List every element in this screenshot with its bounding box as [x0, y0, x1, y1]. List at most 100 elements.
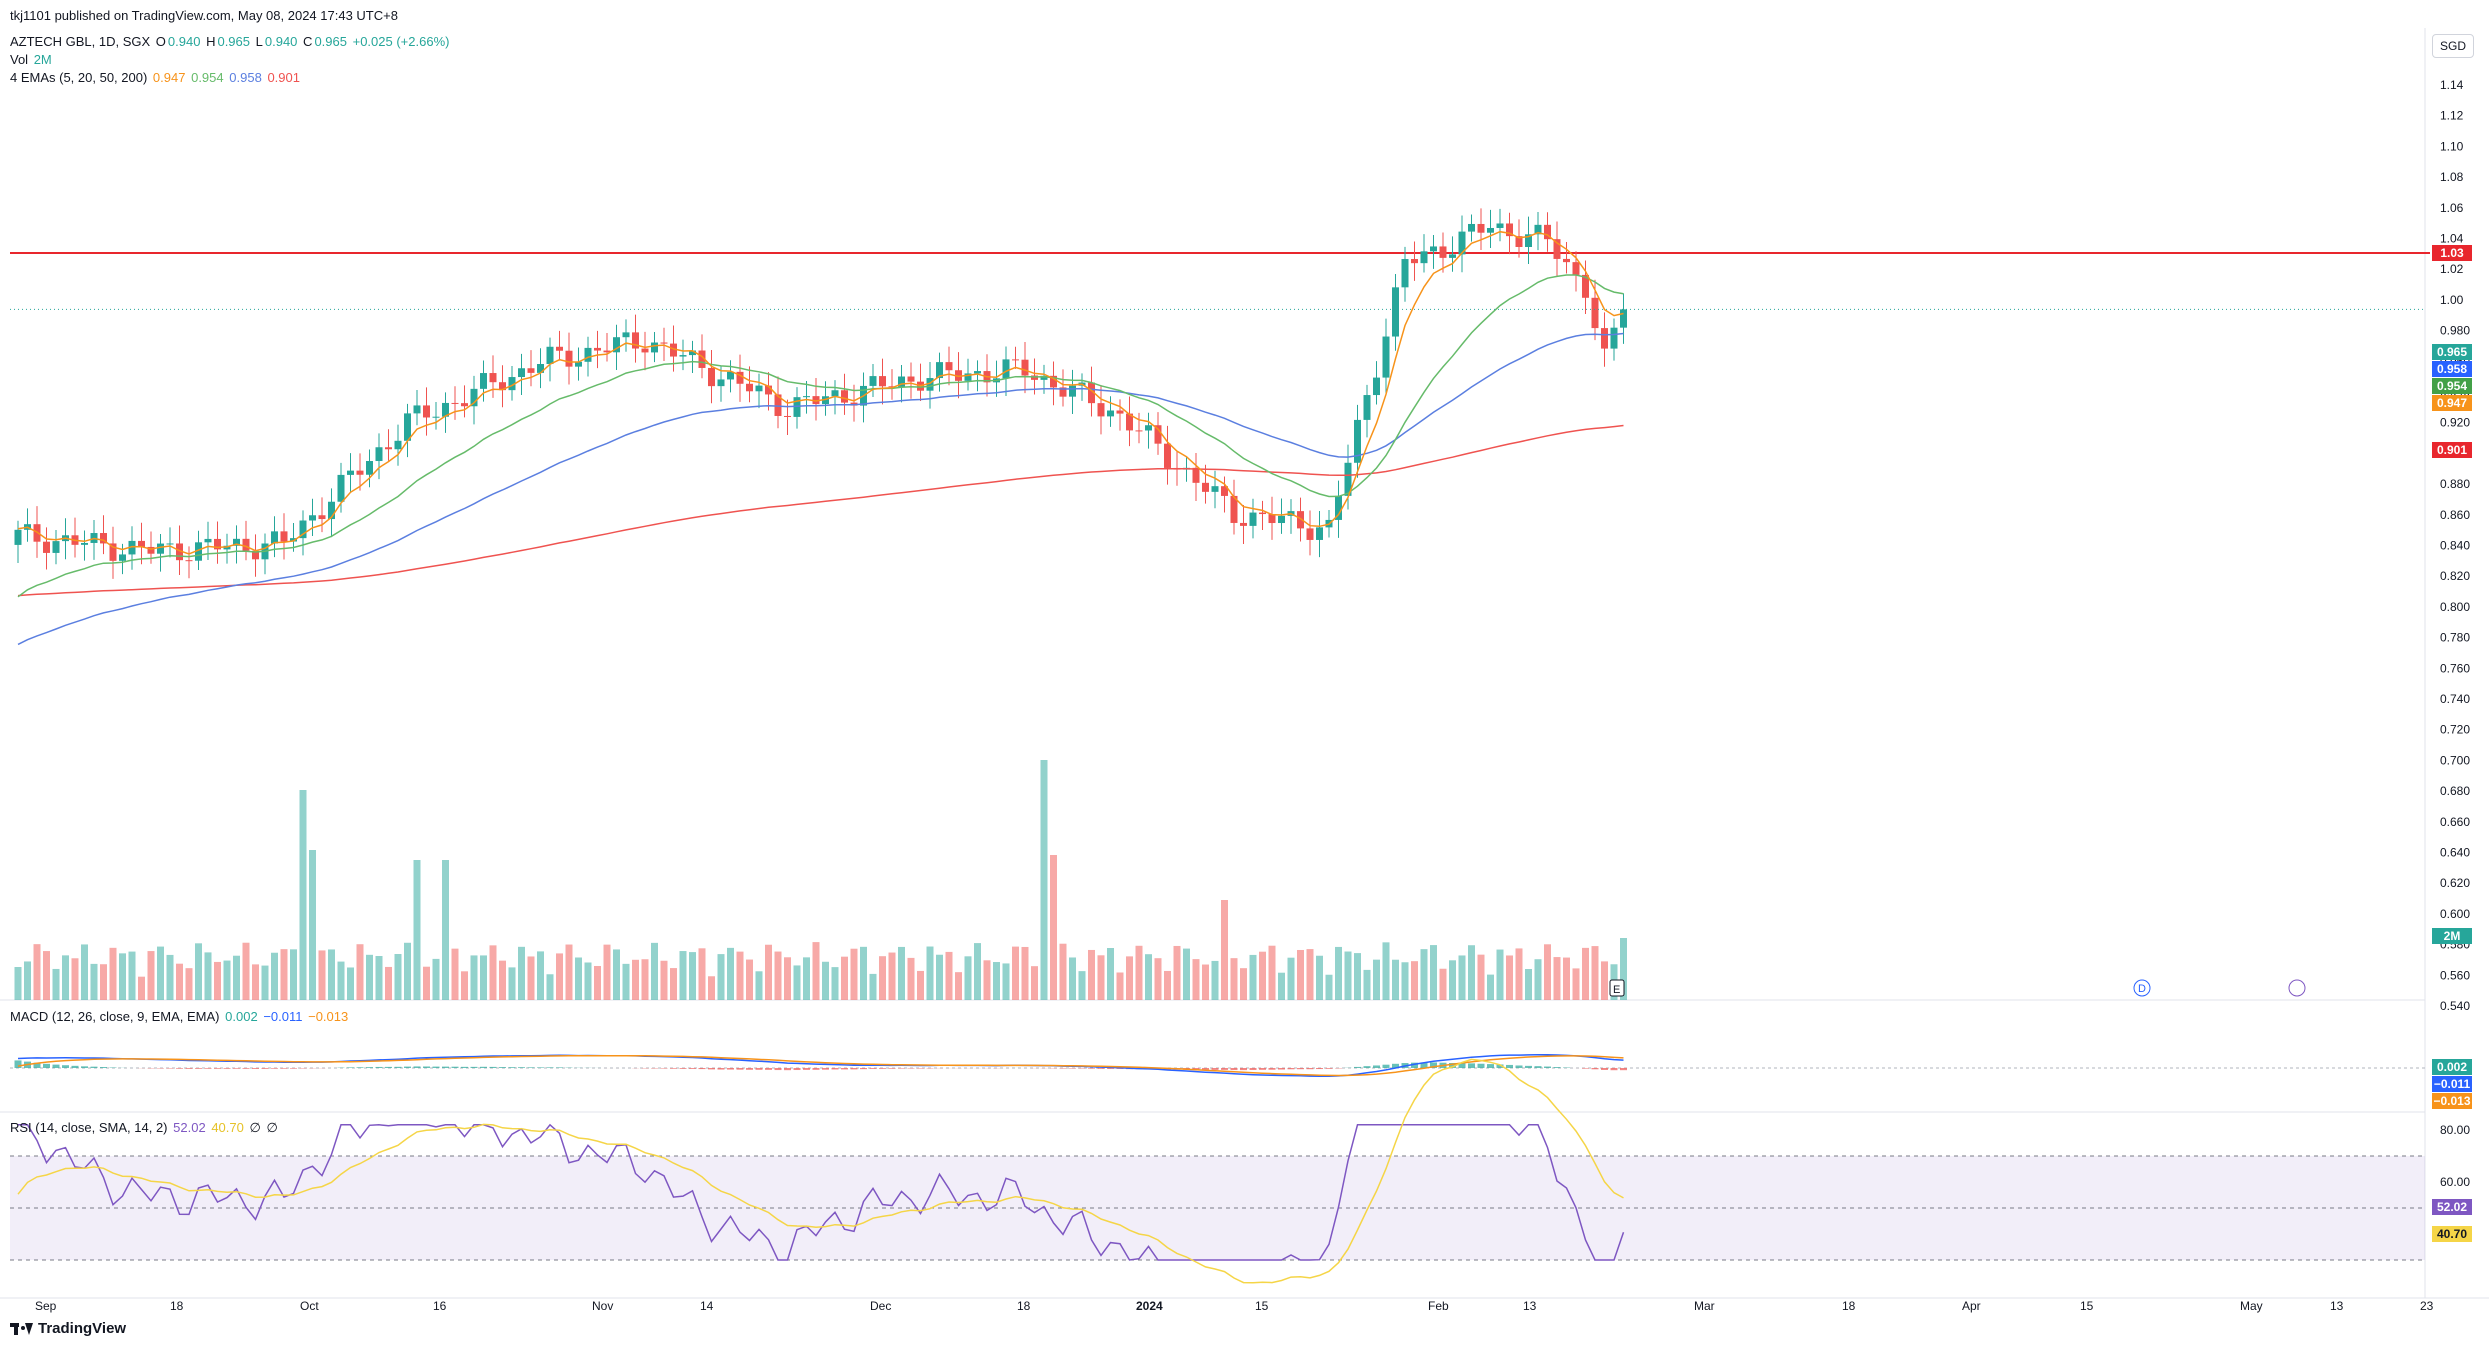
volume-group	[14, 760, 1627, 1000]
candle-body	[1192, 467, 1200, 483]
candle-body	[1411, 259, 1418, 264]
candle-body	[309, 515, 316, 521]
volume-bar	[1097, 955, 1105, 1000]
macd-hist-bar	[1487, 1064, 1494, 1068]
macd-hist-bar	[252, 1068, 259, 1069]
volume-bar	[299, 790, 307, 1000]
volume-bar	[822, 961, 829, 1000]
macd-hist-value: 0.002	[225, 1009, 258, 1024]
candle-body	[290, 538, 297, 542]
volume-bar	[717, 954, 725, 1000]
volume-bar	[1477, 954, 1485, 1000]
volume-bar	[138, 976, 145, 1000]
macd-hist-bar	[1325, 1068, 1333, 1069]
macd-hist-bar	[185, 1068, 193, 1069]
volume-bar	[1183, 948, 1190, 1000]
ema5-value: 0.947	[152, 70, 186, 85]
volume-bar	[242, 942, 250, 1000]
macd-hist-bar	[356, 1067, 364, 1068]
macd-hist-bar	[774, 1068, 782, 1071]
macd-hist-bar	[1458, 1063, 1466, 1068]
volume-bar	[347, 967, 354, 1000]
currency-button[interactable]: SGD	[2432, 34, 2474, 58]
candle-body	[1354, 419, 1361, 463]
volume-bar	[955, 972, 962, 1000]
candle-body	[1316, 527, 1323, 540]
macd-hist-bar	[489, 1066, 497, 1068]
volume-bar	[1382, 942, 1390, 1000]
candle-body	[822, 396, 829, 405]
candle-body	[746, 383, 753, 392]
price-axis-label: 1.04	[2440, 232, 2464, 246]
volume-bar	[71, 958, 79, 1000]
volume-bar	[223, 960, 231, 1000]
candle-body	[1534, 224, 1542, 235]
macd-hist-bar	[736, 1068, 744, 1070]
macd-signal-tag: −0.013	[2432, 1093, 2472, 1109]
macd-hist-bar	[62, 1065, 69, 1068]
candle-body	[1477, 223, 1485, 233]
macd-hist-bar	[1211, 1068, 1219, 1070]
candle-body	[1259, 512, 1266, 515]
time-axis-label: Nov	[592, 1299, 613, 1313]
macd-hist-bar	[1582, 1068, 1589, 1069]
macd-hist-bar	[14, 1060, 22, 1068]
candle-body	[1145, 425, 1152, 431]
macd-hist-bar	[290, 1068, 297, 1069]
candle-body	[565, 350, 573, 367]
macd-hist-bar	[727, 1068, 734, 1070]
price-axis-label: 0.860	[2440, 508, 2470, 522]
earnings-marker-box	[1609, 979, 1625, 997]
candle-body	[869, 376, 877, 386]
volume-bar	[917, 970, 924, 1000]
volume-bar	[337, 961, 345, 1000]
price-axis-label: 0.980	[2440, 324, 2470, 338]
candle-body	[337, 474, 345, 502]
price-axis-label: 0.800	[2440, 600, 2470, 614]
volume-bar	[100, 964, 107, 1000]
volume-bar	[356, 944, 364, 1000]
macd-hist-bar	[461, 1066, 468, 1068]
candle-body	[1373, 377, 1380, 396]
macd-hist-bar	[793, 1068, 801, 1071]
candle-body	[1116, 410, 1124, 414]
price-axis-label: 0.780	[2440, 631, 2470, 645]
macd-hist-bar	[888, 1068, 896, 1069]
macd-hist-bar	[1192, 1068, 1200, 1070]
candle-body	[1487, 227, 1494, 233]
volume-bar	[983, 960, 991, 1000]
candle-body	[195, 542, 202, 561]
candle-body	[423, 405, 430, 418]
volume-bar	[869, 973, 877, 1000]
macd-hist-bar	[470, 1066, 478, 1068]
volume-bar	[1040, 760, 1048, 1000]
candle-body	[1515, 236, 1523, 247]
volume-bar	[632, 959, 639, 1000]
price-axis-label: 0.620	[2440, 876, 2470, 890]
candle-body	[1363, 395, 1371, 420]
macd-histogram-group	[14, 1060, 1627, 1071]
volume-bar	[1173, 945, 1181, 1000]
candle-body	[1211, 486, 1219, 492]
candle-body	[14, 529, 22, 545]
time-axis-label: 13	[1523, 1299, 1537, 1313]
volume-bar	[1572, 968, 1580, 1000]
macd-hist-bar	[698, 1068, 706, 1070]
candle-body	[765, 385, 772, 395]
volume-bar	[413, 860, 421, 1000]
volume-bar	[1126, 956, 1133, 1000]
macd-line-tag: −0.011	[2432, 1076, 2472, 1092]
candle-body	[252, 550, 259, 560]
volume-bar	[594, 965, 601, 1000]
rsi-legend: RSI (14, close, SMA, 14, 2) 52.02 40.70 …	[10, 1120, 278, 1135]
macd-hist-tag: 0.002	[2432, 1059, 2472, 1075]
macd-hist-bar	[404, 1066, 411, 1068]
volume-bar	[33, 944, 41, 1000]
volume-bar	[24, 961, 31, 1000]
candle-body	[803, 396, 810, 398]
macd-hist-bar	[100, 1067, 107, 1068]
volume-bar	[1354, 953, 1361, 1000]
volume-bar	[622, 963, 630, 1000]
candle-body	[1154, 425, 1162, 444]
